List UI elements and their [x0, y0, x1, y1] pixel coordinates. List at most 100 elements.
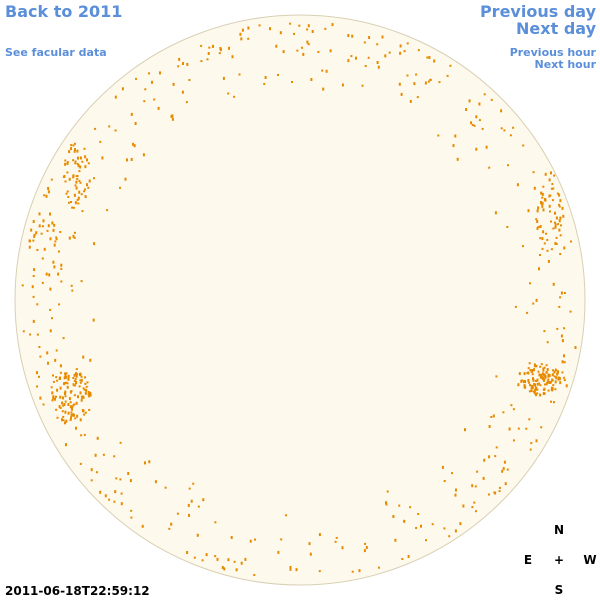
facula — [409, 99, 412, 103]
facula — [66, 171, 69, 174]
next-day-link[interactable]: Next day — [516, 19, 597, 38]
facula — [238, 73, 241, 76]
facula — [324, 27, 327, 30]
facula — [341, 83, 344, 87]
facula — [78, 179, 81, 182]
facula — [239, 32, 242, 36]
facula — [55, 395, 57, 398]
facula — [75, 426, 77, 430]
facula — [539, 365, 542, 368]
facula — [186, 551, 189, 554]
facular-link[interactable]: See facular data — [5, 46, 107, 59]
facula — [363, 41, 366, 44]
facula — [535, 393, 537, 397]
facula — [465, 108, 468, 111]
facula — [483, 458, 486, 462]
facula — [557, 370, 559, 374]
facula — [385, 503, 388, 506]
facula — [443, 527, 446, 530]
next-hour-link[interactable]: Next hour — [535, 58, 597, 71]
facula — [540, 363, 543, 366]
facula — [541, 204, 544, 208]
facula — [495, 375, 498, 378]
facula — [490, 416, 493, 418]
facula — [67, 201, 70, 204]
facula — [473, 124, 476, 127]
facula — [557, 223, 560, 226]
facula — [113, 455, 116, 458]
facula — [417, 513, 420, 515]
facula — [32, 319, 35, 323]
facula — [86, 183, 88, 187]
facula — [49, 329, 52, 333]
facula — [74, 231, 76, 234]
facula — [502, 411, 505, 414]
facula — [76, 177, 79, 180]
facula — [227, 92, 230, 95]
facula — [78, 190, 81, 194]
facula — [554, 221, 556, 224]
facula — [531, 369, 534, 372]
facula — [279, 31, 282, 35]
facula — [50, 178, 53, 181]
facula — [75, 374, 78, 378]
facula — [73, 373, 76, 377]
facula — [446, 74, 449, 77]
facula — [471, 506, 474, 509]
facula — [310, 78, 313, 81]
facula — [143, 100, 146, 103]
back-link[interactable]: Back to 2011 — [5, 2, 122, 21]
facula — [89, 393, 92, 397]
facula — [58, 405, 61, 409]
facula — [468, 99, 471, 103]
facula — [46, 351, 49, 355]
facula — [482, 476, 485, 480]
facula — [437, 134, 440, 137]
facula — [47, 187, 50, 190]
facula — [548, 374, 551, 377]
facula — [548, 204, 551, 208]
facula — [233, 560, 236, 563]
facula — [559, 296, 562, 299]
facula — [228, 46, 230, 50]
facula — [420, 524, 422, 528]
facula — [212, 44, 214, 48]
facula — [72, 206, 75, 209]
facula — [124, 177, 127, 181]
facula — [531, 386, 534, 390]
facula — [249, 539, 252, 543]
facula — [558, 219, 561, 223]
facula — [67, 374, 70, 378]
facula — [275, 44, 278, 48]
facula — [77, 164, 80, 168]
facula — [541, 237, 544, 241]
facula — [507, 164, 509, 167]
facula — [77, 202, 80, 205]
facula — [509, 134, 512, 137]
facula — [538, 382, 541, 385]
facula — [47, 224, 50, 228]
facula — [32, 220, 35, 223]
previous-day-link[interactable]: Previous day — [480, 2, 597, 21]
facula — [115, 477, 118, 480]
facula — [559, 216, 562, 220]
facula — [130, 112, 133, 116]
facula — [64, 180, 67, 183]
facula — [73, 384, 76, 387]
facula — [90, 468, 93, 472]
facula — [63, 376, 66, 380]
facula — [542, 367, 545, 370]
previous-hour-link[interactable]: Previous hour — [510, 46, 597, 59]
facula — [556, 192, 559, 195]
facula — [475, 510, 477, 513]
facula — [540, 374, 542, 376]
facula — [539, 225, 542, 228]
facula — [88, 409, 91, 411]
facula — [514, 305, 517, 308]
facula — [555, 236, 558, 239]
facula — [32, 295, 35, 298]
facula — [53, 223, 56, 227]
facula — [350, 55, 353, 58]
facula — [503, 129, 506, 132]
facula — [62, 337, 65, 340]
